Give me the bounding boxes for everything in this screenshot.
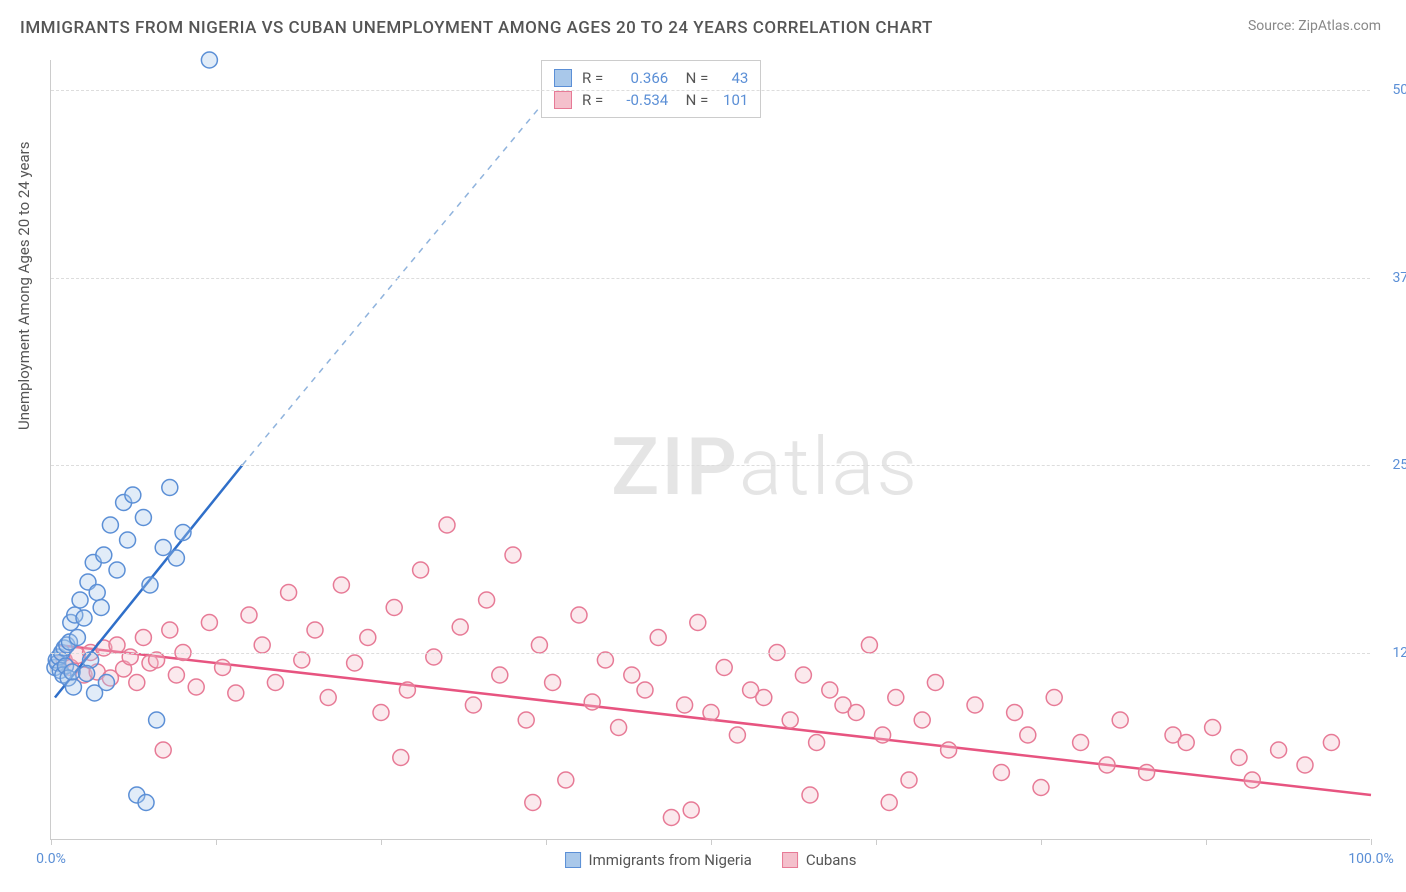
xtick	[1371, 839, 1372, 845]
ytick-label: 25.0%	[1392, 457, 1406, 473]
legend-label: Cubans	[806, 851, 857, 869]
gridline	[51, 90, 1370, 91]
xtick	[711, 839, 712, 845]
xtick	[51, 839, 52, 845]
gridline	[51, 653, 1370, 654]
xtick	[1041, 839, 1042, 845]
source-label: Source: ZipAtlas.com	[1248, 18, 1381, 34]
xtick-label: 100.0%	[1348, 851, 1393, 867]
stats-n-label: N =	[678, 69, 708, 87]
stats-swatch	[554, 69, 572, 87]
x-axis-legend: Immigrants from Nigeria Cubans	[565, 851, 857, 869]
stats-r-value: 0.366	[613, 69, 668, 87]
xtick	[876, 839, 877, 845]
stats-r-label: R =	[582, 69, 603, 87]
x-legend-item: Cubans	[782, 851, 857, 869]
plot-area: ZIPatlas R =0.366 N =43R =-0.534 N =101 …	[50, 60, 1370, 840]
legend-label: Immigrants from Nigeria	[589, 851, 752, 869]
ytick-label: 50.0%	[1392, 82, 1406, 98]
stats-n-value: 43	[718, 69, 748, 87]
xtick	[546, 839, 547, 845]
chart-title: IMMIGRANTS FROM NIGERIA VS CUBAN UNEMPLO…	[20, 18, 933, 38]
xtick	[216, 839, 217, 845]
gridline	[51, 465, 1370, 466]
stats-row: R = -0.534 N = 101	[554, 89, 748, 111]
stats-r-label: R =	[582, 91, 603, 109]
xtick-label: 0.0%	[36, 851, 66, 867]
stats-row: R = 0.366 N = 43	[554, 67, 748, 89]
stats-n-label: N =	[678, 91, 708, 109]
stats-legend-box: R = 0.366 N = 43 R = -0.534 N = 101	[541, 60, 761, 118]
gridline	[51, 278, 1370, 279]
stats-swatch	[554, 91, 572, 109]
ytick-label: 12.5%	[1392, 645, 1406, 661]
ytick-label: 37.5%	[1392, 270, 1406, 286]
legend-swatch	[782, 852, 798, 868]
plot-svg	[51, 60, 1370, 839]
y-axis-label: Unemployment Among Ages 20 to 24 years	[15, 142, 33, 430]
stats-n-value: 101	[718, 91, 748, 109]
legend-swatch	[565, 852, 581, 868]
xtick	[1206, 839, 1207, 845]
xtick	[381, 839, 382, 845]
x-legend-item: Immigrants from Nigeria	[565, 851, 752, 869]
stats-r-value: -0.534	[613, 91, 668, 109]
